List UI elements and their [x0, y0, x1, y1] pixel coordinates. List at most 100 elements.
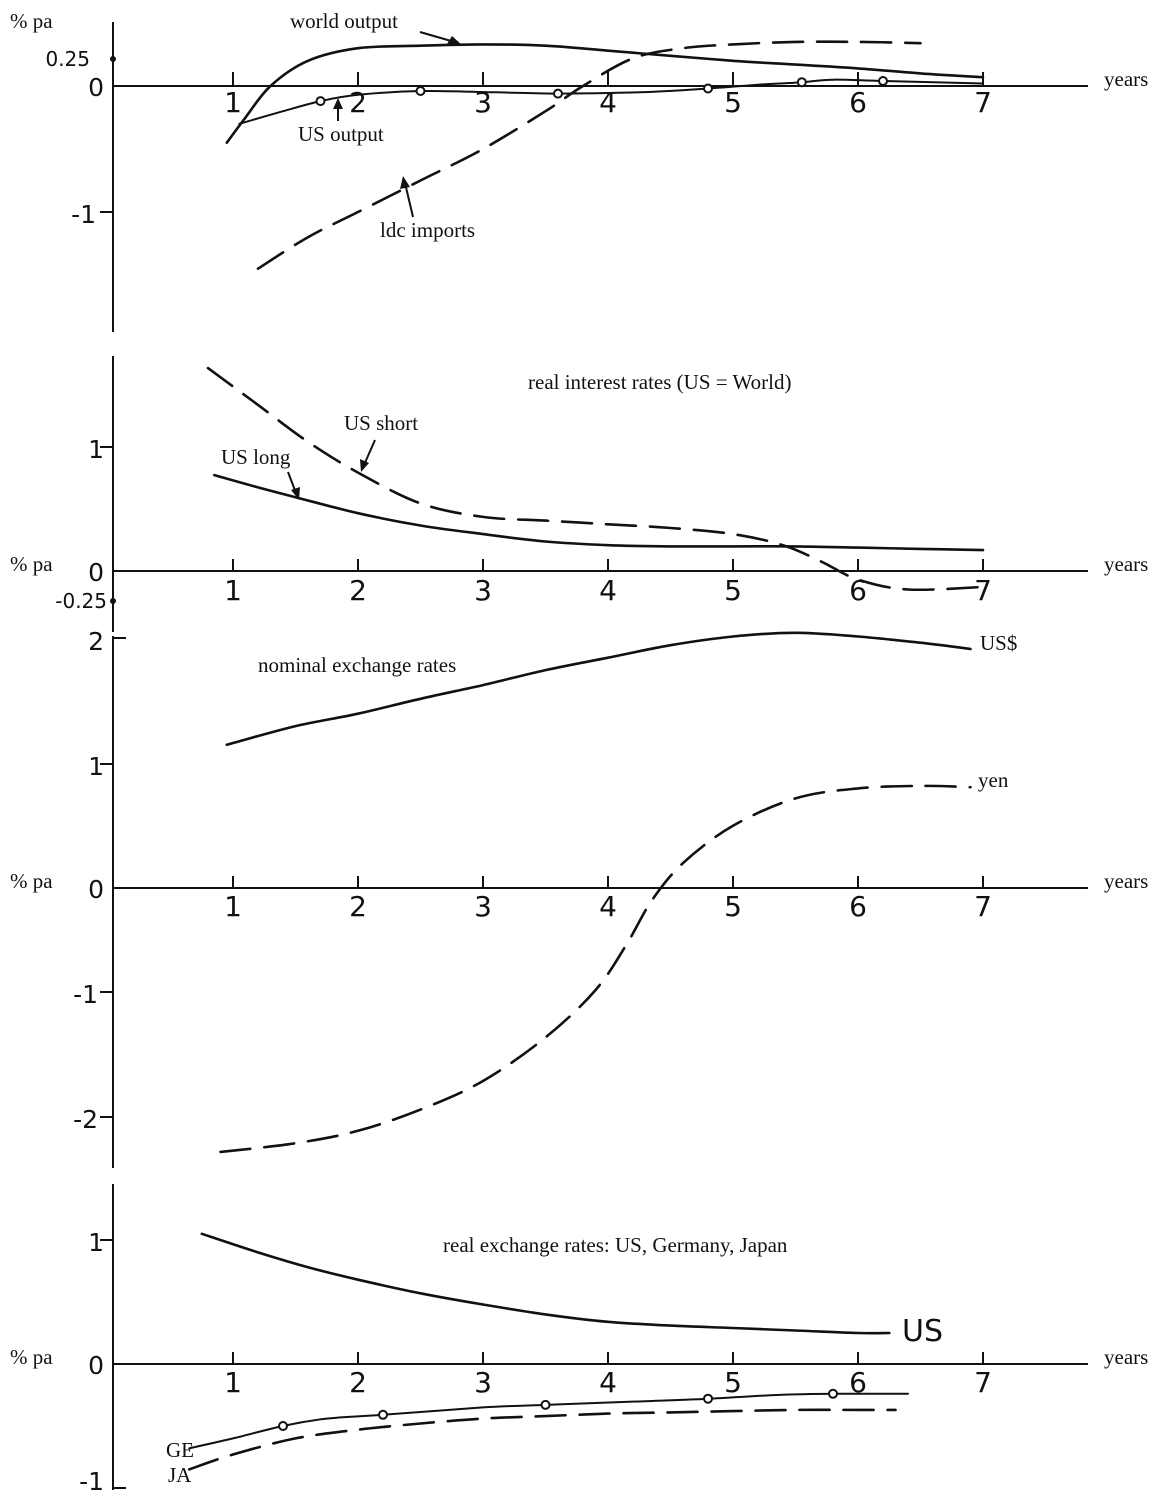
annotation-us-long: US long — [221, 445, 291, 469]
y-tick-label: 1 — [88, 1228, 104, 1257]
panel-title: nominal exchange rates — [258, 653, 456, 677]
series-marker — [415, 86, 426, 96]
series-marker — [278, 1421, 288, 1431]
x-axis-label: years — [1104, 552, 1148, 576]
series-line-ja — [188, 1408, 897, 1471]
series-line-us-long — [213, 473, 985, 552]
series-marker — [703, 1393, 713, 1404]
y-unit-label: % pa — [10, 9, 53, 33]
x-tick-label: 1 — [224, 86, 242, 119]
y-tick-dot — [110, 598, 116, 604]
annotation-us-dollar: US$ — [980, 631, 1017, 655]
series-group — [219, 631, 972, 1154]
series-group — [188, 1232, 909, 1471]
annotation-us-output: US output — [298, 122, 384, 146]
y-tick-label: -1 — [71, 200, 96, 229]
arrowhead-icon — [333, 98, 343, 109]
x-tick-label: 2 — [349, 574, 367, 607]
y-tick-label: 0.25 — [45, 47, 90, 71]
x-tick-label: 3 — [474, 86, 492, 119]
series-marker — [540, 1399, 551, 1410]
annotation-yen: yen — [978, 768, 1009, 792]
y-tick-label: 0 — [88, 558, 104, 587]
x-ticks: 1 2 3 4 5 6 7 — [224, 72, 992, 119]
series-marker — [878, 76, 888, 86]
series-marker — [796, 77, 807, 88]
series-line-ldc-imports — [256, 40, 922, 270]
x-tick-label: 7 — [974, 574, 992, 607]
x-tick-label: 1 — [224, 1366, 242, 1399]
series-group — [206, 366, 985, 592]
x-tick-label: 6 — [849, 86, 867, 119]
panel-interest-rates: real interest rates (US = World) % pa ye… — [10, 356, 1148, 632]
x-tick-label: 5 — [724, 574, 742, 607]
x-tick-label: 4 — [599, 574, 617, 607]
annotation-ge: GE — [166, 1438, 194, 1462]
x-tick-label: 4 — [599, 890, 617, 923]
panel-title: real interest rates (US = World) — [528, 370, 791, 394]
series-line-us- — [225, 631, 972, 747]
series-marker — [378, 1409, 388, 1420]
x-tick-label: 1 — [224, 890, 242, 923]
y-tick-label: 2 — [88, 627, 104, 656]
y-unit-label: % pa — [10, 1345, 53, 1369]
y-tick-label: 1 — [88, 752, 104, 781]
y-tick-label: -1 — [73, 980, 98, 1009]
x-tick-label: 7 — [974, 890, 992, 923]
y-tick-label: 0 — [88, 1351, 104, 1380]
x-tick-label: 5 — [724, 1366, 742, 1399]
panel-outputs: % pa years 0.25 0 -1 1 2 3 4 5 6 7 world outpu… — [10, 9, 1148, 332]
arrowhead-icon — [447, 36, 462, 45]
y-unit-label: % pa — [10, 552, 53, 576]
series-group — [225, 40, 985, 270]
x-tick-label: 2 — [349, 890, 367, 923]
panel-title: real exchange rates: US, Germany, Japan — [443, 1233, 788, 1257]
x-tick-label: 3 — [474, 890, 492, 923]
series-marker — [703, 83, 713, 94]
y-tick-label: 1 — [88, 435, 104, 464]
y-unit-label: % pa — [10, 869, 53, 893]
arrowhead-icon — [400, 176, 410, 189]
x-tick-label: 2 — [349, 86, 367, 119]
x-tick-label: 2 — [349, 1366, 367, 1399]
x-axis-label: years — [1104, 67, 1148, 91]
x-axis-label: years — [1104, 869, 1148, 893]
annotation-us: US — [902, 1314, 943, 1349]
y-tick-label: -1 — [79, 1467, 104, 1493]
x-tick-label: 3 — [474, 574, 492, 607]
annotation-ldc-imports: ldc imports — [380, 218, 475, 242]
x-tick-label: 6 — [849, 574, 867, 607]
panel-real-exchange-rates: real exchange rates: US, Germany, Japan … — [10, 1184, 1148, 1493]
x-tick-label: 4 — [599, 1366, 617, 1399]
series-marker — [828, 1388, 838, 1399]
series-marker — [553, 88, 563, 99]
annotation-ja: JA — [168, 1463, 192, 1487]
x-axis-label: years — [1104, 1345, 1148, 1369]
x-tick-label: 1 — [224, 574, 242, 607]
arrow-us-short — [363, 439, 376, 466]
annotation-us-short: US short — [344, 411, 418, 435]
series-line-yen — [219, 784, 972, 1154]
x-ticks: 1 2 3 4 5 6 7 — [224, 876, 992, 923]
series-line-us — [200, 1232, 891, 1335]
x-tick-label: 5 — [724, 86, 742, 119]
arrowhead-icon — [291, 487, 300, 500]
y-tick-dot — [110, 56, 116, 62]
x-tick-label: 7 — [974, 86, 992, 119]
series-marker — [315, 96, 326, 107]
x-tick-label: 6 — [849, 1366, 867, 1399]
x-ticks: 1 2 3 4 5 6 7 — [224, 1352, 992, 1399]
x-tick-label: 5 — [724, 890, 742, 923]
y-tick-label: 0 — [88, 73, 104, 102]
x-tick-label: 3 — [474, 1366, 492, 1399]
x-tick-label: 6 — [849, 890, 867, 923]
y-tick-label: -0.25 — [55, 589, 107, 613]
series-line-us-output — [238, 78, 984, 125]
y-tick-label: -2 — [73, 1105, 98, 1134]
annotation-world-output: world output — [290, 9, 398, 33]
arrowhead-icon — [360, 459, 369, 472]
arrow-ldc-imports — [404, 182, 414, 218]
x-ticks: 1 2 3 4 5 6 7 — [224, 559, 992, 607]
x-tick-label: 4 — [599, 86, 617, 119]
